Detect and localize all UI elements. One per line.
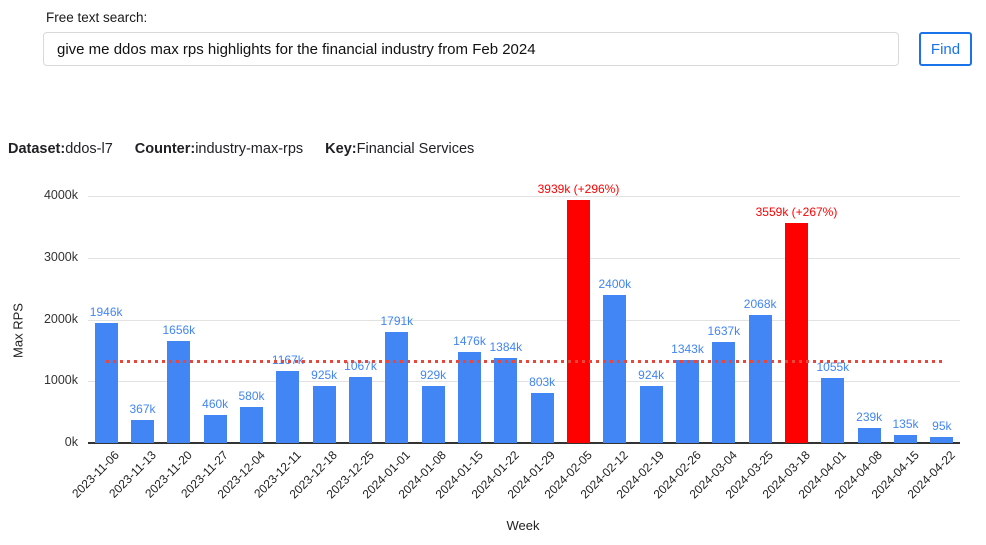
bar[interactable] bbox=[312, 385, 336, 443]
y-tick-label: 1000k bbox=[43, 373, 78, 388]
bar-value-label: 1343k bbox=[671, 342, 704, 357]
dataset-meta: Dataset:ddos-l7 Counter:industry-max-rps K… bbox=[8, 141, 496, 157]
bar-value-label: 925k bbox=[311, 367, 338, 382]
gridline bbox=[88, 319, 960, 321]
x-axis-baseline bbox=[88, 442, 960, 444]
counter-value: industry-max-rps bbox=[195, 141, 304, 157]
bar-value-label: 239k bbox=[856, 410, 883, 425]
bar-value-label: 2068k bbox=[743, 297, 777, 312]
bar[interactable] bbox=[458, 351, 481, 443]
dataset-pair: Dataset:ddos-l7 bbox=[8, 141, 113, 157]
bar-value-label: 1637k bbox=[707, 323, 741, 338]
bar[interactable] bbox=[240, 407, 263, 443]
y-tick-label: 0k bbox=[64, 435, 78, 449]
bar-value-label: 3559k (+267%) bbox=[755, 205, 838, 220]
bar[interactable] bbox=[203, 414, 227, 443]
bar[interactable] bbox=[131, 420, 154, 443]
bar-value-label: 1946k bbox=[89, 304, 123, 319]
bar[interactable] bbox=[639, 385, 663, 443]
key-pair: Key:Financial Services bbox=[325, 141, 474, 157]
bar[interactable] bbox=[603, 294, 627, 443]
bar[interactable] bbox=[894, 434, 917, 443]
key-value: Financial Services bbox=[356, 141, 475, 157]
bar-value-label: 1476k bbox=[453, 333, 486, 348]
bar-value-label: 1791k bbox=[380, 314, 414, 329]
y-tick-label: 4000k bbox=[43, 188, 78, 202]
key-label: Key: bbox=[325, 141, 357, 157]
bar[interactable] bbox=[930, 437, 954, 443]
bar-value-label: 460k bbox=[202, 396, 229, 411]
bar[interactable] bbox=[167, 340, 191, 443]
bar-value-label: 924k bbox=[638, 367, 665, 382]
bar-value-label: 929k bbox=[420, 367, 447, 382]
bar[interactable] bbox=[421, 385, 445, 443]
bar-value-label: 2400k bbox=[598, 276, 632, 291]
bar-value-label: 367k bbox=[129, 402, 156, 417]
bar-value-label: 1384k bbox=[489, 339, 523, 354]
counter-label: Counter: bbox=[134, 141, 196, 157]
bar-value-label: 135k bbox=[892, 416, 919, 431]
dataset-label: Dataset: bbox=[8, 141, 66, 157]
bar-value-label: 580k bbox=[238, 389, 265, 404]
bar[interactable] bbox=[385, 332, 409, 443]
y-tick-label: 2000k bbox=[43, 311, 78, 326]
bar[interactable] bbox=[676, 360, 699, 443]
bar-value-label: 803k bbox=[529, 375, 556, 390]
gridline bbox=[88, 196, 960, 197]
counter-pair: Counter:industry-max-rps bbox=[135, 141, 303, 157]
average-baseline-dotted-line bbox=[106, 359, 942, 363]
search-input[interactable] bbox=[43, 32, 899, 66]
y-tick-label: 3000k bbox=[43, 249, 78, 264]
bar[interactable] bbox=[494, 357, 518, 443]
bar-highlighted[interactable] bbox=[567, 199, 590, 443]
bar[interactable] bbox=[530, 393, 554, 443]
bar-highlighted[interactable] bbox=[785, 223, 808, 443]
bar[interactable] bbox=[748, 315, 772, 443]
bar[interactable] bbox=[712, 341, 736, 443]
search-label: Free text search: bbox=[46, 10, 148, 25]
bar-value-label: 1055k bbox=[816, 359, 850, 374]
gridline bbox=[88, 381, 960, 383]
bar-value-label: 1656k bbox=[162, 322, 196, 337]
bar[interactable] bbox=[857, 428, 881, 443]
gridline bbox=[88, 257, 960, 259]
bar-value-label: 95k bbox=[932, 419, 952, 434]
x-axis-title: Week bbox=[506, 518, 540, 533]
bar[interactable] bbox=[821, 377, 845, 443]
bar-value-label: 3939k (+296%) bbox=[537, 181, 620, 196]
bar[interactable] bbox=[276, 370, 300, 443]
dataset-value: ddos-l7 bbox=[65, 141, 113, 157]
bar[interactable] bbox=[349, 377, 372, 443]
find-button[interactable]: Find bbox=[919, 32, 972, 66]
bar[interactable] bbox=[94, 322, 118, 443]
